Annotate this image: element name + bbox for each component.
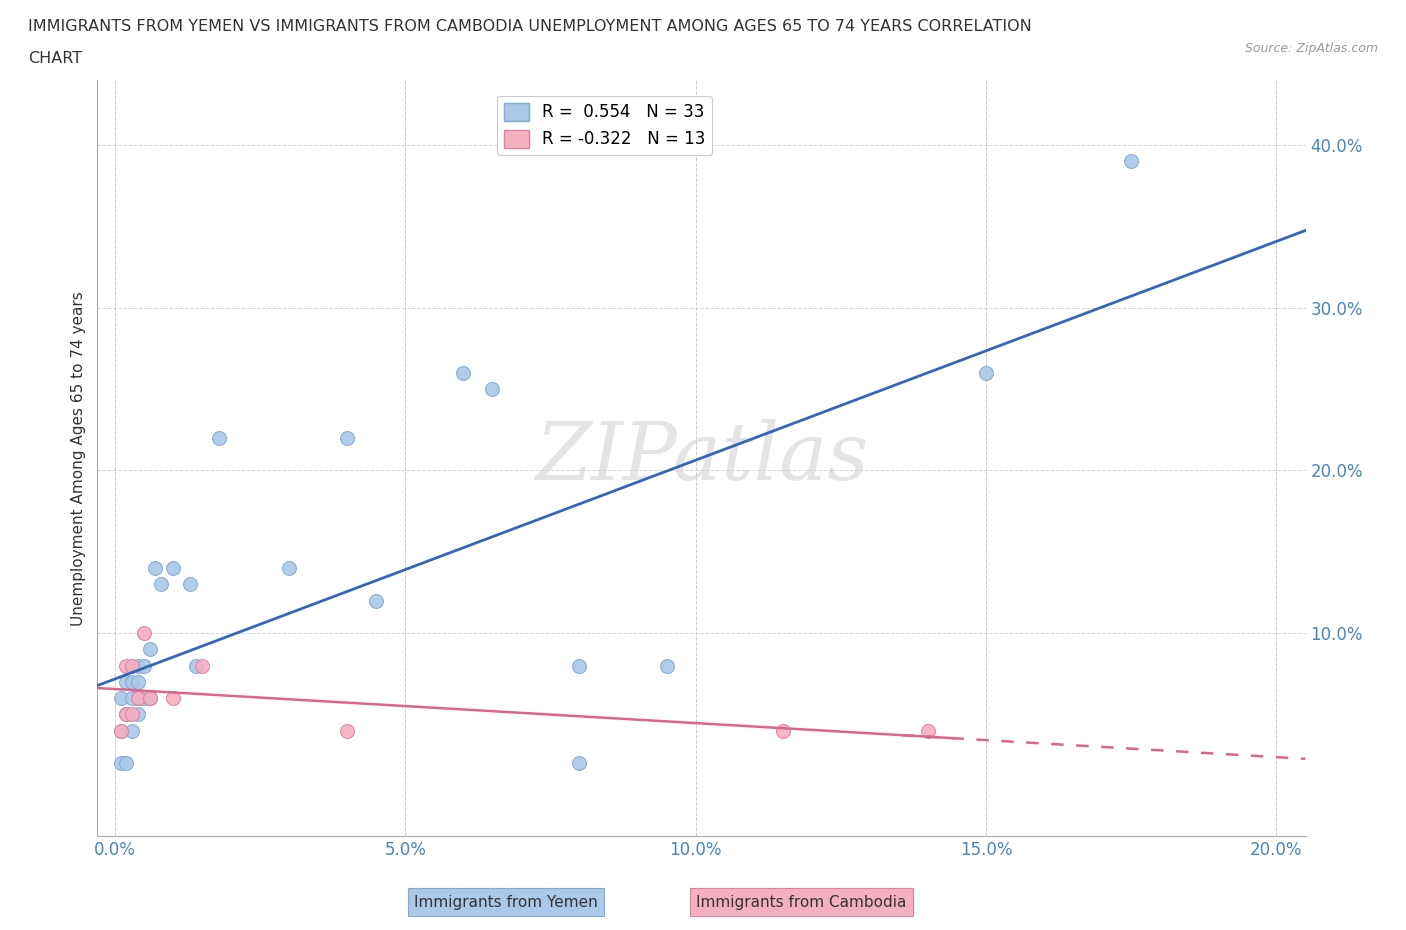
Legend: R =  0.554   N = 33, R = -0.322   N = 13: R = 0.554 N = 33, R = -0.322 N = 13 bbox=[498, 96, 713, 155]
Text: Immigrants from Yemen: Immigrants from Yemen bbox=[415, 895, 598, 910]
Point bbox=[115, 756, 138, 771]
Point bbox=[184, 658, 207, 673]
Point bbox=[132, 658, 155, 673]
Point bbox=[115, 658, 138, 673]
Point bbox=[145, 561, 167, 576]
Point bbox=[917, 724, 939, 738]
Point bbox=[138, 691, 160, 706]
Text: ZIPatlas: ZIPatlas bbox=[534, 419, 868, 497]
Point bbox=[150, 577, 173, 591]
Point bbox=[481, 381, 503, 396]
Point bbox=[568, 756, 591, 771]
Point bbox=[110, 691, 132, 706]
Point bbox=[121, 674, 143, 689]
Point bbox=[132, 626, 155, 641]
Point bbox=[127, 674, 149, 689]
Point bbox=[121, 691, 143, 706]
Text: CHART: CHART bbox=[28, 51, 82, 66]
Point bbox=[336, 724, 359, 738]
Point bbox=[138, 691, 160, 706]
Point bbox=[453, 365, 475, 380]
Point bbox=[132, 691, 155, 706]
Point bbox=[110, 756, 132, 771]
Point bbox=[110, 724, 132, 738]
Point bbox=[121, 724, 143, 738]
Point bbox=[208, 431, 231, 445]
Point bbox=[336, 431, 359, 445]
Point bbox=[138, 642, 160, 657]
Point bbox=[191, 658, 214, 673]
Point bbox=[568, 658, 591, 673]
Point bbox=[278, 561, 301, 576]
Text: Source: ZipAtlas.com: Source: ZipAtlas.com bbox=[1244, 42, 1378, 55]
Point bbox=[1121, 154, 1143, 169]
Point bbox=[127, 658, 149, 673]
Point bbox=[115, 707, 138, 722]
Point bbox=[127, 691, 149, 706]
Point bbox=[110, 724, 132, 738]
Point bbox=[121, 658, 143, 673]
Point bbox=[162, 561, 184, 576]
Text: IMMIGRANTS FROM YEMEN VS IMMIGRANTS FROM CAMBODIA UNEMPLOYMENT AMONG AGES 65 TO : IMMIGRANTS FROM YEMEN VS IMMIGRANTS FROM… bbox=[28, 19, 1032, 33]
Point bbox=[179, 577, 201, 591]
Point bbox=[655, 658, 678, 673]
Y-axis label: Unemployment Among Ages 65 to 74 years: Unemployment Among Ages 65 to 74 years bbox=[72, 291, 86, 626]
Point bbox=[127, 707, 149, 722]
Point bbox=[115, 707, 138, 722]
Point bbox=[974, 365, 997, 380]
Point bbox=[162, 691, 184, 706]
Point bbox=[366, 593, 388, 608]
Point bbox=[121, 707, 143, 722]
Text: Immigrants from Cambodia: Immigrants from Cambodia bbox=[696, 895, 907, 910]
Point bbox=[772, 724, 794, 738]
Point bbox=[127, 691, 149, 706]
Point bbox=[115, 674, 138, 689]
